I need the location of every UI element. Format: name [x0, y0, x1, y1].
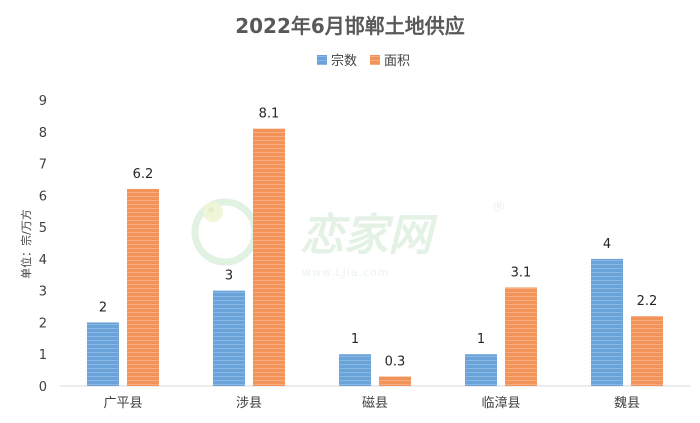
bar-面积-魏县 — [631, 316, 663, 386]
bars: 2 6.2 3 8.1 1 0.3 1 3.1 4 2.2 — [87, 107, 663, 386]
legend-label-series-0: 宗数 — [331, 53, 357, 69]
x-tick-label-广平县: 广平县 — [103, 396, 142, 411]
watermark-registered-mark: ® — [492, 199, 506, 215]
bar-面积-磁县 — [379, 376, 411, 386]
legend-swatch-series-1 — [370, 55, 380, 65]
watermark-logo: 恋家网 ® www.Ljia.com — [191, 198, 506, 279]
y-axis-label: 单位：宗/万方 — [19, 209, 33, 279]
y-tick-label: 0 — [39, 380, 47, 395]
x-tick-label-涉县: 涉县 — [236, 396, 262, 411]
x-tick-label-磁县: 磁县 — [362, 396, 388, 411]
y-tick-label: 9 — [39, 94, 47, 109]
x-tick-label-临漳县: 临漳县 — [481, 395, 520, 411]
x-tick-label-魏县: 魏县 — [614, 396, 640, 411]
bar-面积-涉县 — [253, 128, 285, 386]
legend: 宗数 面积 — [317, 53, 410, 69]
legend-swatch-series-0 — [317, 55, 327, 65]
data-label-面积-广平县: 6.2 — [133, 167, 154, 182]
data-label-宗数-临漳县: 1 — [477, 332, 485, 347]
bar-宗数-临漳县 — [465, 354, 497, 386]
data-label-宗数-广平县: 2 — [99, 300, 107, 315]
bar-面积-广平县 — [127, 188, 159, 386]
y-tick-label: 8 — [39, 126, 47, 141]
bar-宗数-磁县 — [339, 354, 371, 386]
bar-宗数-魏县 — [591, 258, 623, 386]
data-label-宗数-涉县: 3 — [225, 269, 233, 284]
legend-label-series-1: 面积 — [384, 54, 410, 69]
y-tick-label: 6 — [39, 189, 47, 204]
bar-宗数-广平县 — [87, 322, 119, 386]
y-tick-label: 3 — [39, 285, 47, 300]
y-tick-label: 1 — [39, 348, 47, 363]
y-tick-label: 2 — [39, 316, 47, 331]
data-label-面积-临漳县: 3.1 — [511, 265, 532, 280]
chart-title: 2022年6月邯郸土地供应 — [235, 14, 465, 38]
watermark-url: www.Ljia.com — [302, 266, 389, 279]
bar-面积-临漳县 — [505, 287, 537, 386]
data-label-面积-魏县: 2.2 — [637, 294, 658, 309]
data-label-面积-涉县: 8.1 — [259, 107, 280, 122]
y-tick-label: 7 — [39, 158, 47, 173]
y-tick-label: 4 — [39, 253, 47, 268]
data-label-宗数-魏县: 4 — [603, 237, 611, 252]
data-label-面积-磁县: 0.3 — [385, 354, 406, 369]
data-label-宗数-磁县: 1 — [351, 332, 359, 347]
watermark-brand: 恋家网 — [300, 210, 438, 261]
axes: 0 1 2 3 4 5 6 7 8 9 广平县 涉县 磁县 临漳县 魏县 — [39, 94, 690, 411]
y-tick-label: 5 — [39, 221, 47, 236]
bar-宗数-涉县 — [213, 290, 245, 386]
